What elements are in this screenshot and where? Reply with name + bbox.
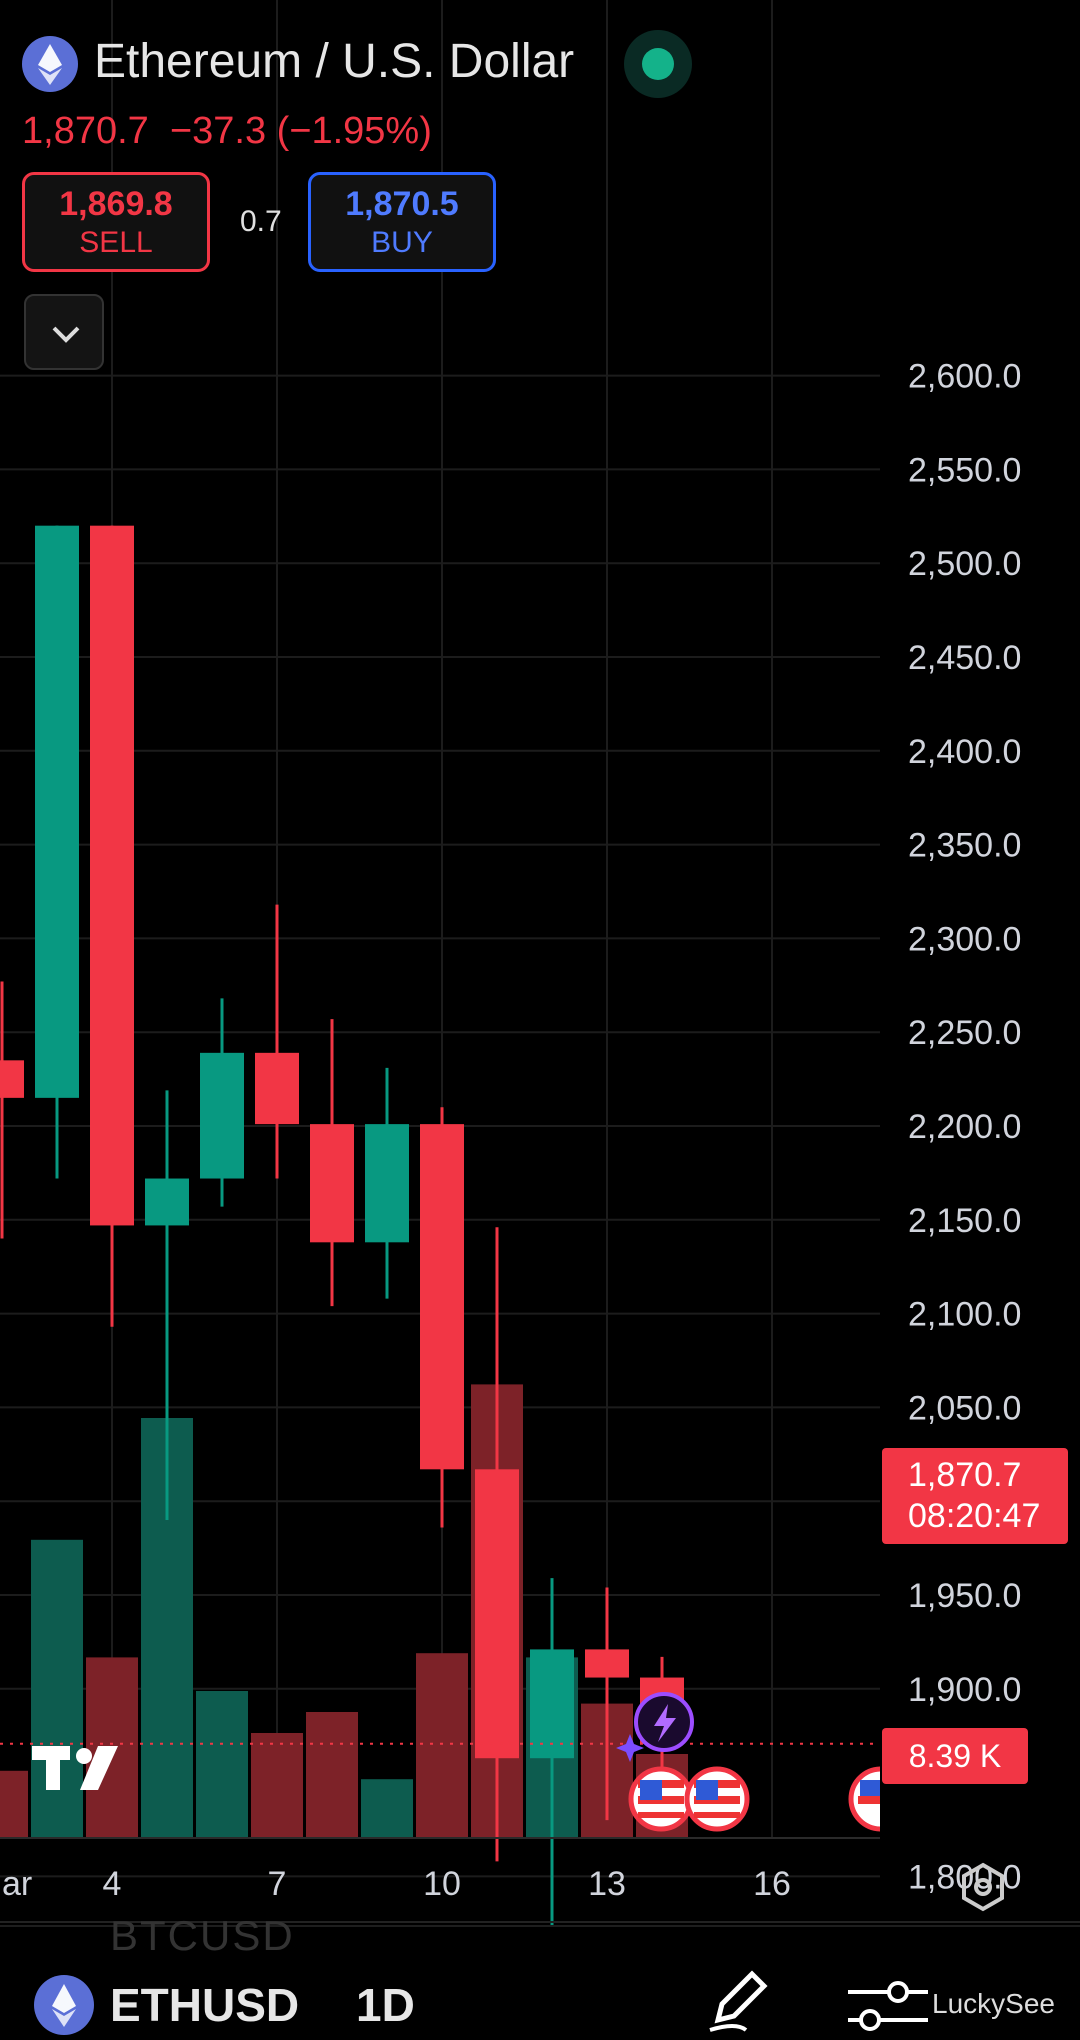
buy-label: BUY (371, 226, 433, 259)
price-change: −37.3 (−1.95%) (169, 110, 432, 152)
candle-body[interactable] (90, 525, 134, 1226)
price-tag-value: 1,870.7 (908, 1456, 1022, 1494)
chevron-down-icon (52, 326, 80, 343)
symbol-title[interactable]: Ethereum / U.S. Dollar (94, 35, 575, 88)
sell-button[interactable]: 1,869.8 SELL (22, 172, 210, 272)
candle-layer (0, 525, 684, 1961)
axis-layer: 2,600.0 2,550.0 2,500.0 2,450.0 2,400.0 2,350… (0, 358, 1080, 1990)
buy-button[interactable]: 1,870.5 BUY (308, 172, 496, 272)
candle-body[interactable] (200, 1052, 244, 1179)
sell-label: SELL (79, 226, 153, 259)
watermark-text: LuckySee (932, 1988, 1055, 2019)
volume-bar (306, 1712, 358, 1838)
y-tick-label: 2,200.0 (908, 1108, 1021, 1146)
x-tick-label: 10 (423, 1865, 461, 1903)
volume-bar (196, 1691, 248, 1838)
bar-countdown: 08:20:47 (908, 1497, 1041, 1535)
volume-bar (0, 1770, 28, 1838)
drawing-tools-icon[interactable] (706, 1964, 772, 2039)
y-tick-label: 2,600.0 (908, 358, 1021, 396)
candle-body[interactable] (35, 525, 79, 1098)
previous-symbol-ghost: BTCUSD (110, 1912, 295, 1959)
candle-body[interactable] (310, 1124, 354, 1243)
y-tick-label: 2,300.0 (908, 920, 1021, 958)
current-price-tag: 1,870.7 08:20:47 (882, 1448, 1068, 1544)
sell-price: 1,869.8 (59, 185, 173, 223)
symbol-selector[interactable]: ETHUSD (110, 1979, 300, 2031)
x-tick-label: 13 (588, 1865, 626, 1903)
y-tick-label: 2,100.0 (908, 1296, 1021, 1334)
y-tick-label: 1,900.0 (908, 1671, 1021, 1709)
x-tick-label: 7 (268, 1865, 287, 1903)
y-tick-label: 2,150.0 (908, 1202, 1021, 1240)
price-change-line: 1,870.7 −37.3 (−1.95%) (22, 110, 432, 153)
y-tick-label: 2,550.0 (908, 451, 1021, 489)
candle-body[interactable] (365, 1124, 409, 1243)
volume-tag: 8.39 K (882, 1728, 1028, 1784)
buy-price: 1,870.5 (345, 185, 459, 223)
candle-body[interactable] (255, 1052, 299, 1125)
y-tick-label: 2,250.0 (908, 1014, 1021, 1052)
candle-body[interactable] (145, 1178, 189, 1226)
y-tick-label: 2,400.0 (908, 733, 1021, 771)
market-open-indicator-icon[interactable] (624, 30, 692, 98)
collapse-button[interactable] (24, 294, 104, 370)
ethereum-logo-small-icon (34, 1975, 94, 2035)
ethereum-logo-icon (22, 36, 78, 92)
flash-alert-icon[interactable] (616, 1688, 696, 1773)
last-price: 1,870.7 (22, 110, 149, 152)
y-tick-label: 2,050.0 (908, 1389, 1021, 1427)
interval-selector[interactable]: 1D (356, 1979, 415, 2031)
candle-body[interactable] (420, 1124, 464, 1470)
spread-value: 0.7 (240, 205, 282, 238)
chart-settings-icon[interactable] (958, 1862, 1008, 1917)
x-tick-label: 16 (753, 1865, 791, 1903)
y-tick-label: 2,500.0 (908, 545, 1021, 583)
y-tick-label: 2,350.0 (908, 827, 1021, 865)
volume-bar (416, 1653, 468, 1838)
volume-bar (251, 1733, 303, 1838)
us-event-flag-icon[interactable] (628, 1766, 752, 1837)
volume-bar (361, 1779, 413, 1838)
x-tick-label: ar (2, 1865, 32, 1903)
candle-body[interactable] (0, 1060, 24, 1098)
y-tick-label: 2,450.0 (908, 639, 1021, 677)
us-event-flag-icon-partial[interactable] (848, 1766, 880, 1832)
candle-body[interactable] (530, 1649, 574, 1759)
candle-body[interactable] (585, 1649, 629, 1678)
y-tick-label: 1,950.0 (908, 1577, 1021, 1615)
x-tick-label: 4 (103, 1865, 122, 1903)
tradingview-logo-icon (28, 1740, 138, 1805)
candle-body[interactable] (475, 1469, 519, 1759)
indicators-icon[interactable] (848, 1978, 928, 2039)
